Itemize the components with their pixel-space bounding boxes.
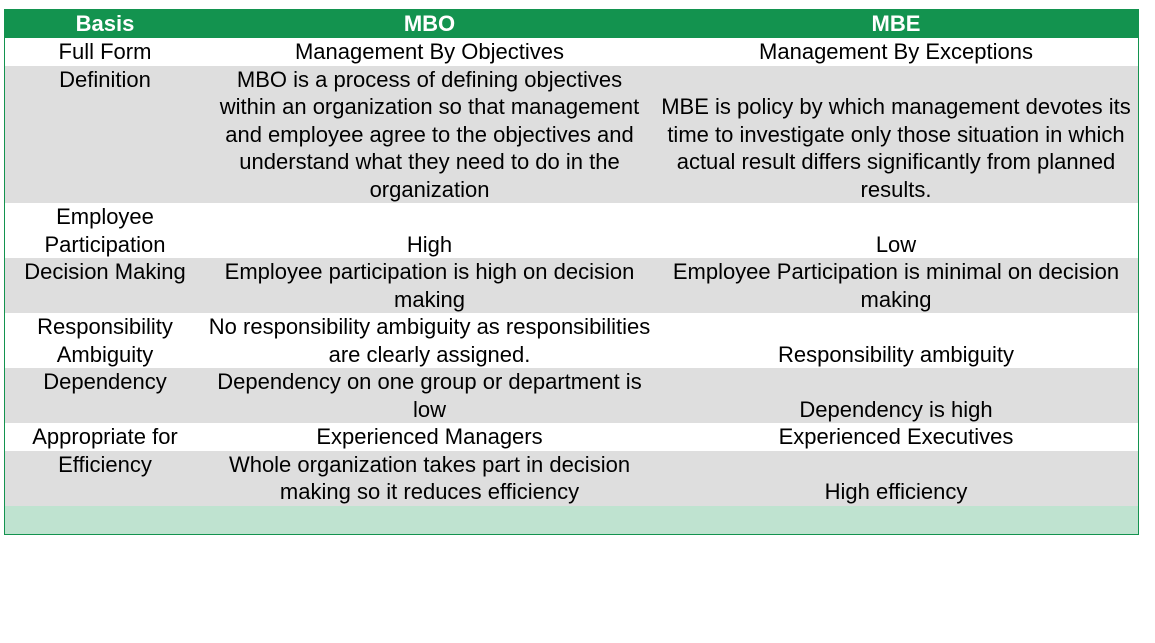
header-row: Basis MBO MBE bbox=[5, 10, 1138, 38]
mbe-cell: Employee Participation is minimal on dec… bbox=[654, 258, 1138, 313]
basis-cell: Employee Participation bbox=[5, 203, 205, 258]
mbe-cell: Experienced Executives bbox=[654, 423, 1138, 451]
basis-cell: Appropriate for bbox=[5, 423, 205, 451]
mbo-cell: Management By Objectives bbox=[205, 38, 654, 66]
basis-cell: Decision Making bbox=[5, 258, 205, 313]
mbo-cell: Employee participation is high on decisi… bbox=[205, 258, 654, 313]
basis-cell: Efficiency bbox=[5, 450, 205, 506]
footer-band bbox=[5, 505, 1138, 534]
mbo-cell: Experienced Managers bbox=[205, 423, 654, 451]
basis-cell: Definition bbox=[5, 65, 205, 203]
mbe-cell: MBE is policy by which management devote… bbox=[654, 65, 1138, 203]
mbo-cell: No responsibility ambiguity as responsib… bbox=[205, 313, 654, 368]
table-row: Dependency Dependency on one group or de… bbox=[5, 368, 1138, 423]
mbe-cell: Responsibility ambiguity bbox=[654, 313, 1138, 368]
mbo-cell: Whole organization takes part in decisio… bbox=[205, 450, 654, 506]
mbo-vs-mbe-table: Basis MBO MBE Full Form Management By Ob… bbox=[5, 10, 1138, 534]
header-mbe: MBE bbox=[654, 10, 1138, 38]
table-row: Appropriate for Experienced Managers Exp… bbox=[5, 423, 1138, 451]
mbe-cell: High efficiency bbox=[654, 450, 1138, 506]
table-row: Definition MBO is a process of defining … bbox=[5, 65, 1138, 203]
header-mbo: MBO bbox=[205, 10, 654, 38]
header-basis: Basis bbox=[5, 10, 205, 38]
table-row: Decision Making Employee participation i… bbox=[5, 258, 1138, 313]
table-row: Full Form Management By Objectives Manag… bbox=[5, 38, 1138, 66]
table-row: Responsibility Ambiguity No responsibili… bbox=[5, 313, 1138, 368]
comparison-table-container: Basis MBO MBE Full Form Management By Ob… bbox=[4, 9, 1139, 535]
table-row: Employee Participation High Low bbox=[5, 203, 1138, 258]
mbo-cell: Dependency on one group or department is… bbox=[205, 368, 654, 423]
mbo-cell: MBO is a process of defining objectives … bbox=[205, 65, 654, 203]
table-footer-row bbox=[5, 505, 1138, 534]
basis-cell: Full Form bbox=[5, 38, 205, 66]
mbe-cell: Dependency is high bbox=[654, 368, 1138, 423]
table-row: Efficiency Whole organization takes part… bbox=[5, 450, 1138, 506]
mbo-cell: High bbox=[205, 203, 654, 258]
basis-cell: Responsibility Ambiguity bbox=[5, 313, 205, 368]
basis-cell: Dependency bbox=[5, 368, 205, 423]
mbe-cell: Management By Exceptions bbox=[654, 38, 1138, 66]
mbe-cell: Low bbox=[654, 203, 1138, 258]
